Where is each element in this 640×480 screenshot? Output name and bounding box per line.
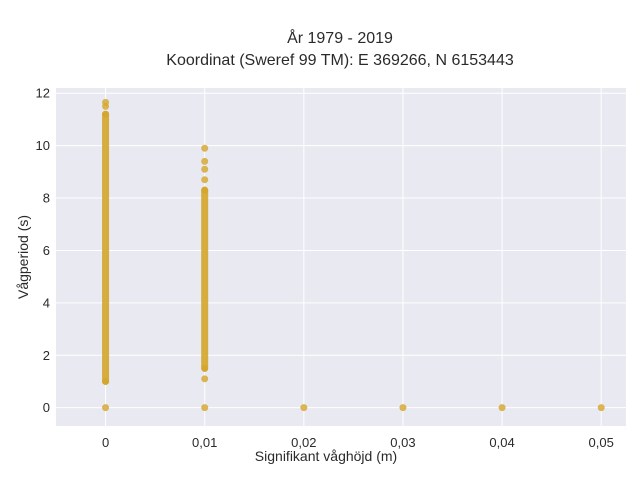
data-point-4	[102, 98, 110, 106]
x-axis-label: Signifikant våghöjd (m)	[255, 448, 397, 464]
data-point-1	[102, 377, 110, 385]
data-point-11	[201, 157, 209, 165]
data-point-8	[201, 186, 209, 194]
chart-title-line2: Koordinat (Sweref 99 TM): E 369266, N 61…	[166, 52, 514, 69]
data-point-10	[201, 165, 209, 173]
y-tick-label-2: 4	[43, 295, 50, 310]
point-range-1	[201, 186, 209, 372]
y-axis-label: Vågperiod (s)	[15, 215, 31, 299]
y-tick-label-3: 6	[43, 243, 50, 258]
x-tick-label-3: 0,03	[390, 435, 415, 450]
point-ranges	[102, 110, 209, 385]
chart-title: År 1979 - 2019 Koordinat (Sweref 99 TM):…	[0, 28, 640, 72]
data-point-5	[201, 404, 209, 412]
data-point-9	[201, 176, 209, 184]
data-point-12	[201, 144, 209, 152]
x-tick-label-5: 0,05	[589, 435, 614, 450]
data-point-0	[102, 404, 110, 412]
y-tick-label-5: 10	[36, 138, 50, 153]
data-point-6	[201, 375, 209, 383]
data-point-7	[201, 364, 209, 372]
x-tick-label-1: 0,01	[192, 435, 217, 450]
data-point-2	[102, 110, 110, 118]
plot-area	[56, 88, 626, 426]
y-tick-label-0: 0	[43, 400, 50, 415]
x-tick-label-0: 0	[102, 435, 109, 450]
x-tick-labels: 0 0,01 0,02 0,03 0,04 0,05	[102, 435, 614, 450]
y-tick-labels: 0 2 4 6 8 10 12	[36, 86, 50, 415]
y-tick-label-4: 8	[43, 191, 50, 206]
data-point-13	[300, 404, 308, 412]
point-range-0	[102, 110, 110, 385]
data-points	[102, 98, 605, 412]
x-tick-label-2: 0,02	[291, 435, 316, 450]
data-point-14	[399, 404, 407, 412]
data-point-16	[597, 404, 605, 412]
chart-title-line1: År 1979 - 2019	[287, 30, 393, 47]
y-tick-label-1: 2	[43, 348, 50, 363]
y-tick-label-6: 12	[36, 86, 50, 101]
data-point-15	[498, 404, 506, 412]
x-tick-label-4: 0,04	[489, 435, 514, 450]
